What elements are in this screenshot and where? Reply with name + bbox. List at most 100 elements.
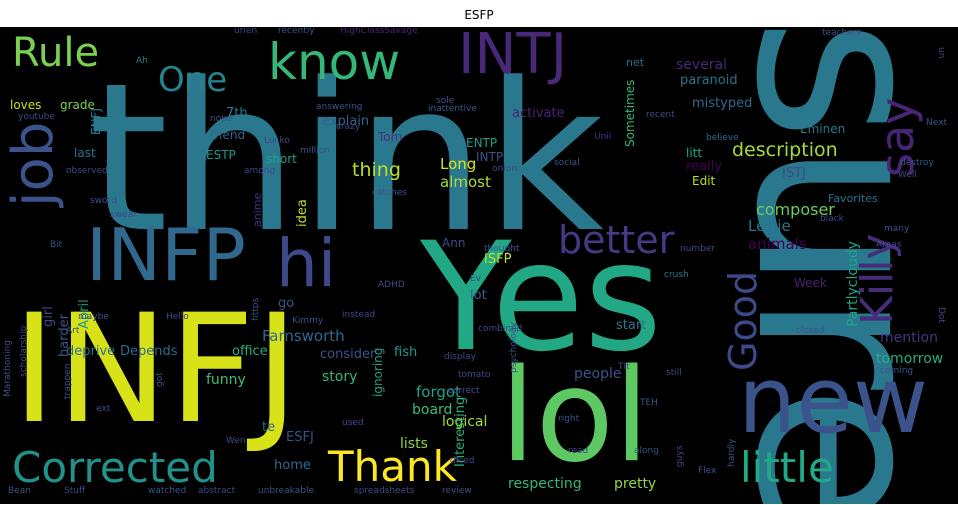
word: Art bbox=[66, 326, 80, 336]
word: diced bbox=[450, 456, 475, 466]
chart-title: ESFP bbox=[464, 8, 494, 22]
word: litt bbox=[686, 146, 703, 160]
word: ext bbox=[96, 404, 111, 414]
word: 7th bbox=[226, 106, 248, 121]
word: among bbox=[244, 166, 276, 176]
word: Farnsworth bbox=[262, 327, 345, 345]
word: te bbox=[262, 420, 276, 435]
word: Areas bbox=[876, 240, 902, 250]
word: net bbox=[626, 56, 645, 69]
word: INTP bbox=[476, 150, 504, 164]
word: tomorrow bbox=[876, 351, 944, 367]
word: forgot bbox=[416, 383, 461, 401]
word: inattentive bbox=[428, 104, 477, 114]
word: ISTJ bbox=[782, 166, 806, 181]
word: Dot bbox=[936, 307, 946, 323]
word: Stuff bbox=[64, 486, 86, 496]
word: Unil bbox=[594, 132, 612, 142]
word: coming bbox=[880, 366, 914, 376]
word: instead bbox=[342, 310, 376, 320]
word: got bbox=[155, 372, 165, 387]
word: thought bbox=[484, 244, 520, 254]
word: maybe bbox=[78, 312, 109, 322]
word: lot bbox=[470, 288, 487, 303]
word: crazy bbox=[336, 122, 361, 132]
word: TEH bbox=[640, 398, 658, 408]
word: One bbox=[158, 60, 228, 100]
word: scholarship bbox=[19, 325, 29, 377]
word: Favorites bbox=[828, 192, 878, 205]
word: board bbox=[412, 402, 453, 418]
word: short bbox=[266, 152, 297, 166]
word: grade bbox=[60, 98, 95, 112]
word: million bbox=[300, 146, 330, 156]
word: Depends bbox=[120, 344, 178, 359]
word: ENTP bbox=[466, 136, 498, 150]
word: guys bbox=[675, 445, 685, 467]
word: sole bbox=[436, 96, 455, 106]
word: abstract bbox=[198, 486, 236, 496]
word: nope bbox=[210, 114, 233, 124]
word: little bbox=[740, 443, 834, 492]
word: INFP bbox=[86, 213, 246, 297]
word: Ah bbox=[136, 56, 148, 66]
word: https bbox=[251, 297, 261, 321]
word: lists bbox=[400, 436, 428, 452]
word: funny bbox=[206, 372, 246, 388]
word: really bbox=[686, 159, 722, 174]
word: black bbox=[820, 214, 844, 224]
word: review bbox=[442, 486, 472, 496]
word: ISFP bbox=[484, 252, 512, 267]
word: watched bbox=[148, 486, 187, 496]
word: along bbox=[634, 446, 659, 456]
word: better bbox=[558, 218, 675, 262]
word: Good bbox=[721, 270, 765, 371]
word: believe bbox=[706, 133, 739, 143]
word: Leslie bbox=[748, 217, 791, 235]
word: still bbox=[666, 368, 682, 378]
word: Hello bbox=[166, 312, 189, 322]
word: description bbox=[732, 139, 838, 161]
word: teachers bbox=[822, 28, 862, 38]
word: trappen bbox=[63, 363, 73, 399]
word: composer bbox=[756, 200, 835, 219]
word: ignoring bbox=[371, 347, 385, 397]
word: hardly bbox=[727, 438, 737, 467]
word: fish bbox=[394, 345, 418, 360]
word: loves bbox=[10, 98, 42, 112]
word: Corrected bbox=[12, 443, 218, 492]
word: read bbox=[568, 446, 589, 456]
word: paranoid bbox=[680, 73, 738, 88]
word: Partlycloudy bbox=[845, 240, 861, 327]
word: last bbox=[74, 146, 96, 160]
word: INTJ bbox=[458, 27, 568, 87]
word: pretty bbox=[614, 476, 657, 492]
word: office bbox=[232, 344, 268, 359]
word: people bbox=[574, 366, 622, 382]
word: idea bbox=[295, 199, 310, 227]
word: mention bbox=[880, 330, 938, 346]
word: unbreakable bbox=[258, 486, 314, 496]
word: ADHD bbox=[378, 280, 405, 290]
word-cloud: think sure INFJ Yes lol new INFP Correct… bbox=[0, 27, 958, 504]
word: recently bbox=[278, 27, 315, 36]
word: HighClassSavage bbox=[340, 27, 418, 36]
word: recent bbox=[646, 110, 675, 120]
word: animals bbox=[748, 235, 807, 253]
word: INFJ bbox=[12, 283, 299, 457]
word: hi bbox=[276, 225, 337, 302]
word: lol bbox=[500, 342, 650, 491]
word: almost bbox=[440, 173, 491, 191]
word: observed bbox=[66, 166, 108, 176]
word: correct bbox=[448, 386, 480, 396]
word: go bbox=[278, 296, 295, 311]
word: anime bbox=[251, 192, 264, 227]
word: consider bbox=[320, 347, 376, 362]
word: Thank bbox=[328, 442, 457, 491]
word: right bbox=[558, 414, 580, 424]
word: job bbox=[1, 121, 66, 207]
word: social bbox=[554, 158, 580, 168]
word: know bbox=[268, 33, 401, 91]
word: destroy bbox=[900, 158, 934, 168]
word: Yes bbox=[420, 211, 663, 385]
